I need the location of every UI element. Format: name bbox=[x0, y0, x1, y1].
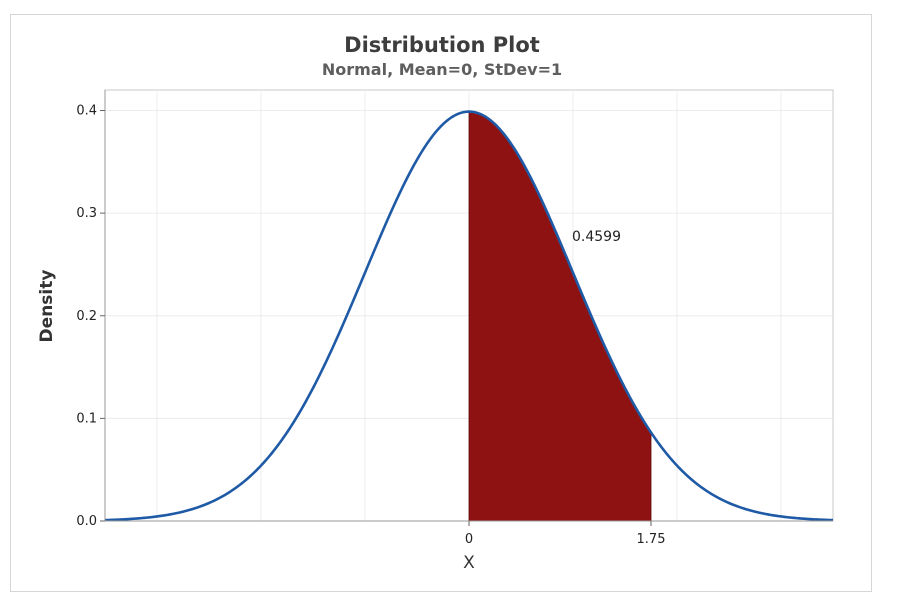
density-curve bbox=[104, 110, 834, 522]
x-tick-label: 1.75 bbox=[637, 532, 666, 547]
probability-label: 0.4599 bbox=[572, 229, 621, 245]
chart-frame: Distribution Plot Normal, Mean=0, StDev=… bbox=[10, 14, 872, 592]
x-tick-label: 0 bbox=[465, 532, 473, 547]
y-tick-label: 0.2 bbox=[76, 309, 97, 324]
y-tick-label: 0.1 bbox=[76, 411, 97, 426]
y-axis-ticks: 0.0 0.1 0.2 0.3 0.4 bbox=[76, 104, 105, 529]
distribution-plot: Distribution Plot Normal, Mean=0, StDev=… bbox=[37, 33, 834, 573]
y-axis-label: Density bbox=[37, 270, 57, 343]
y-tick-label: 0.3 bbox=[76, 206, 97, 221]
y-tick-label: 0.4 bbox=[76, 104, 97, 119]
x-axis-ticks: 0 1.75 bbox=[465, 521, 666, 547]
chart-subtitle: Normal, Mean=0, StDev=1 bbox=[322, 60, 562, 79]
chart-title: Distribution Plot bbox=[344, 33, 540, 57]
x-axis-label: X bbox=[463, 553, 475, 573]
y-tick-label: 0.0 bbox=[76, 514, 97, 529]
